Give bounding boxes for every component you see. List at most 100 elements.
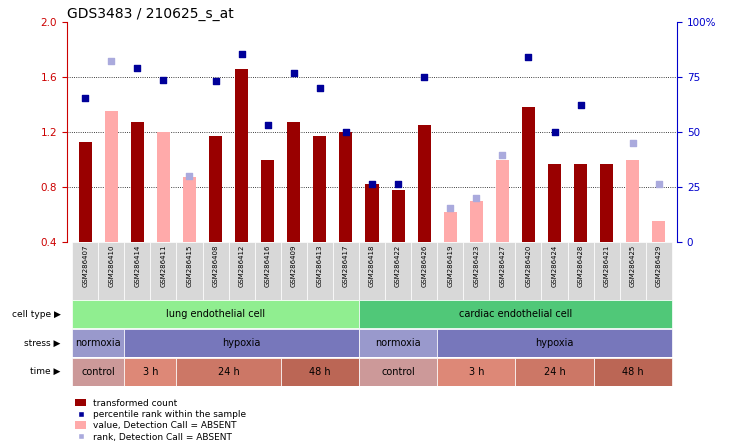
FancyBboxPatch shape [516, 358, 594, 386]
Bar [131, 123, 144, 242]
Point [288, 69, 300, 76]
FancyBboxPatch shape [385, 242, 411, 300]
Point [106, 57, 118, 64]
Text: GSM286422: GSM286422 [395, 245, 401, 287]
FancyBboxPatch shape [124, 329, 359, 357]
FancyBboxPatch shape [359, 329, 437, 357]
Text: 48 h: 48 h [309, 367, 330, 377]
Text: GSM286417: GSM286417 [343, 245, 349, 287]
Text: cardiac endothelial cell: cardiac endothelial cell [459, 309, 572, 319]
Point [652, 181, 664, 188]
FancyBboxPatch shape [411, 242, 437, 300]
FancyBboxPatch shape [254, 242, 280, 300]
Bar [313, 136, 327, 242]
Text: GSM286427: GSM286427 [499, 245, 505, 287]
FancyBboxPatch shape [72, 329, 124, 357]
Point [262, 122, 274, 129]
Text: GSM286426: GSM286426 [421, 245, 427, 287]
FancyBboxPatch shape [176, 358, 280, 386]
Text: 48 h: 48 h [622, 367, 644, 377]
FancyBboxPatch shape [228, 242, 254, 300]
Bar [496, 159, 509, 242]
FancyBboxPatch shape [202, 242, 228, 300]
Text: cell type ▶: cell type ▶ [12, 309, 61, 319]
FancyBboxPatch shape [72, 300, 359, 328]
Point [158, 76, 170, 83]
Point [236, 50, 248, 57]
FancyBboxPatch shape [124, 242, 150, 300]
Point [80, 94, 92, 101]
Text: GSM286418: GSM286418 [369, 245, 375, 287]
FancyBboxPatch shape [437, 358, 516, 386]
Text: GSM286424: GSM286424 [551, 245, 557, 287]
Text: hypoxia: hypoxia [222, 338, 261, 348]
Point [392, 181, 404, 188]
Text: GSM286407: GSM286407 [82, 245, 89, 287]
FancyBboxPatch shape [307, 242, 333, 300]
Bar [105, 111, 118, 242]
FancyBboxPatch shape [490, 242, 516, 300]
Bar [443, 212, 457, 242]
Text: GSM286413: GSM286413 [317, 245, 323, 287]
Text: 3 h: 3 h [469, 367, 484, 377]
Text: GSM286412: GSM286412 [239, 245, 245, 287]
FancyBboxPatch shape [280, 242, 307, 300]
FancyBboxPatch shape [72, 358, 124, 386]
Text: GSM286408: GSM286408 [213, 245, 219, 287]
Bar [652, 222, 665, 242]
Text: GSM286425: GSM286425 [629, 245, 635, 287]
Bar [391, 190, 405, 242]
Bar [626, 159, 639, 242]
Bar [469, 201, 483, 242]
Point [366, 181, 378, 188]
Bar [522, 107, 535, 242]
Text: GSM286428: GSM286428 [577, 245, 583, 287]
Bar [339, 132, 353, 242]
FancyBboxPatch shape [359, 358, 437, 386]
Point [522, 53, 534, 60]
Point [548, 129, 560, 136]
Text: 3 h: 3 h [143, 367, 158, 377]
FancyBboxPatch shape [646, 242, 672, 300]
FancyBboxPatch shape [333, 242, 359, 300]
FancyBboxPatch shape [72, 242, 98, 300]
Text: 24 h: 24 h [218, 367, 240, 377]
Point [496, 152, 508, 159]
Bar [287, 123, 301, 242]
Text: GSM286423: GSM286423 [473, 245, 479, 287]
Text: GSM286421: GSM286421 [603, 245, 609, 287]
Text: control: control [381, 367, 415, 377]
FancyBboxPatch shape [124, 358, 176, 386]
Text: GSM286409: GSM286409 [291, 245, 297, 287]
FancyBboxPatch shape [568, 242, 594, 300]
Bar [548, 164, 561, 242]
Bar [600, 164, 613, 242]
Text: GSM286420: GSM286420 [525, 245, 531, 287]
Text: hypoxia: hypoxia [536, 338, 574, 348]
FancyBboxPatch shape [176, 242, 202, 300]
FancyBboxPatch shape [150, 242, 176, 300]
Point [444, 204, 456, 211]
Bar [235, 69, 248, 242]
Bar [365, 184, 379, 242]
Text: normoxia: normoxia [375, 338, 421, 348]
FancyBboxPatch shape [542, 242, 568, 300]
FancyBboxPatch shape [437, 329, 672, 357]
Bar [79, 142, 92, 242]
Point [132, 64, 144, 71]
Point [418, 74, 430, 81]
Text: lung endothelial cell: lung endothelial cell [166, 309, 265, 319]
Text: GSM286411: GSM286411 [161, 245, 167, 287]
Bar [417, 125, 431, 242]
Point [314, 85, 326, 92]
Point [470, 194, 482, 202]
Bar [209, 136, 222, 242]
FancyBboxPatch shape [464, 242, 490, 300]
Text: stress ▶: stress ▶ [25, 338, 61, 348]
Bar [574, 164, 587, 242]
Point [210, 78, 222, 85]
Text: GSM286419: GSM286419 [447, 245, 453, 287]
Text: normoxia: normoxia [75, 338, 121, 348]
Point [184, 172, 196, 179]
FancyBboxPatch shape [280, 358, 359, 386]
